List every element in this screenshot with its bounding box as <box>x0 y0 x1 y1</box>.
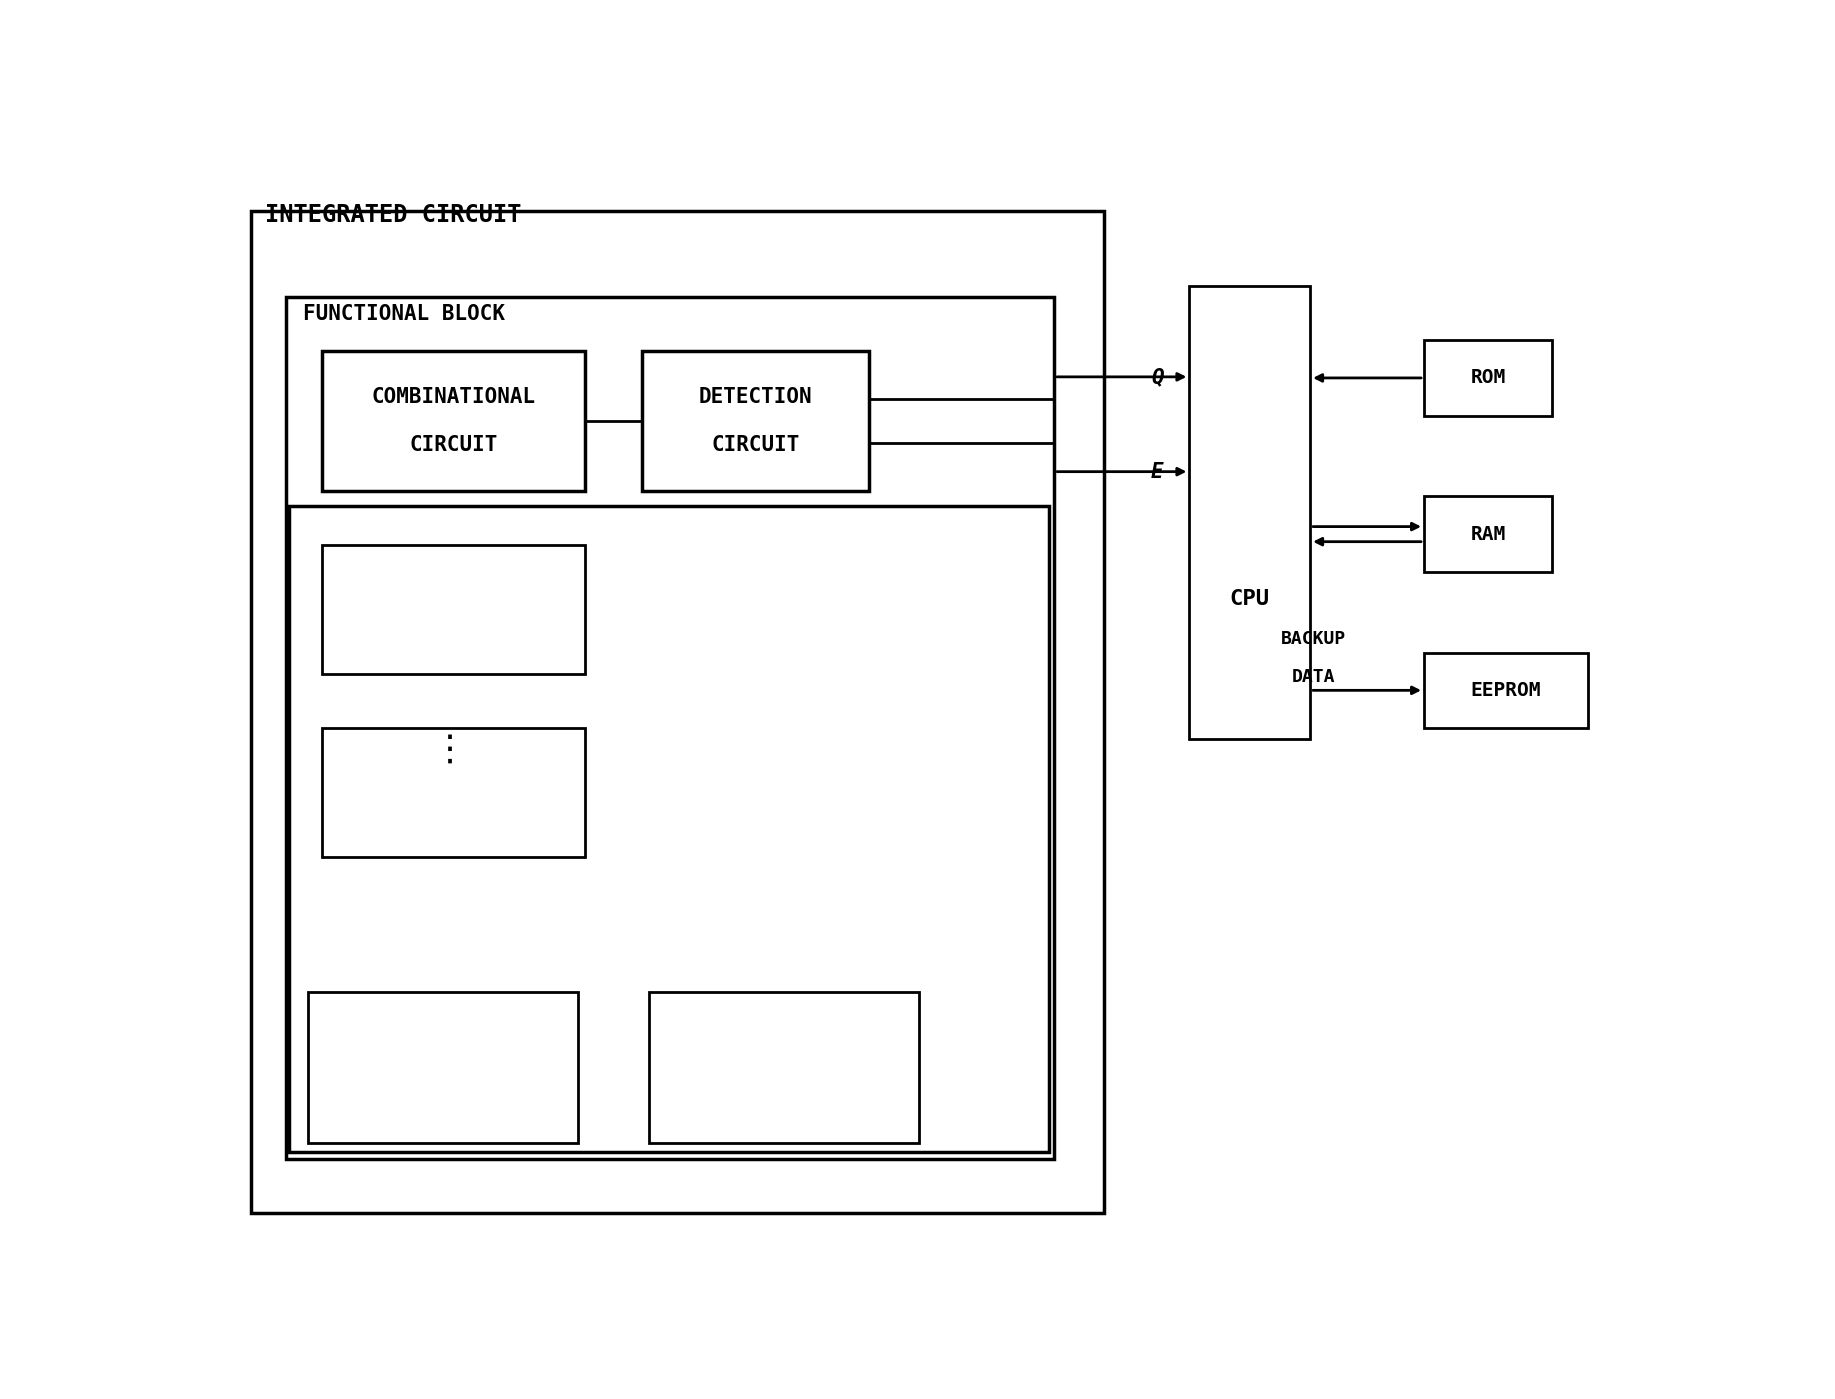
Bar <box>321 727 585 858</box>
Text: FUNCTIONAL BLOCK: FUNCTIONAL BLOCK <box>303 304 505 325</box>
Bar <box>1189 287 1310 739</box>
Bar <box>1424 340 1552 416</box>
Bar <box>321 544 585 674</box>
Bar <box>650 992 919 1143</box>
Text: BACKUP: BACKUP <box>1281 630 1345 648</box>
Text: ⋮: ⋮ <box>431 733 468 767</box>
Bar <box>286 297 1053 1158</box>
Bar <box>1424 497 1552 572</box>
Text: CIRCUIT: CIRCUIT <box>409 435 497 455</box>
Bar <box>308 992 578 1143</box>
Text: CIRCUIT: CIRCUIT <box>712 435 800 455</box>
Text: CPU: CPU <box>1229 589 1270 609</box>
Text: RAM: RAM <box>1470 525 1505 544</box>
Text: DETECTION: DETECTION <box>699 388 813 407</box>
Text: INTEGRATED CIRCUIT: INTEGRATED CIRCUIT <box>264 203 521 227</box>
Text: EEPROM: EEPROM <box>1470 681 1541 700</box>
Text: ROM: ROM <box>1470 368 1505 388</box>
Bar <box>642 351 870 491</box>
Bar <box>251 211 1105 1213</box>
Text: COMBINATIONAL: COMBINATIONAL <box>371 388 536 407</box>
Bar <box>321 351 585 491</box>
Text: E: E <box>1151 462 1163 481</box>
Bar <box>290 506 1048 1153</box>
Text: Q: Q <box>1151 367 1163 388</box>
Bar <box>1424 652 1587 727</box>
Text: DATA: DATA <box>1292 669 1334 687</box>
